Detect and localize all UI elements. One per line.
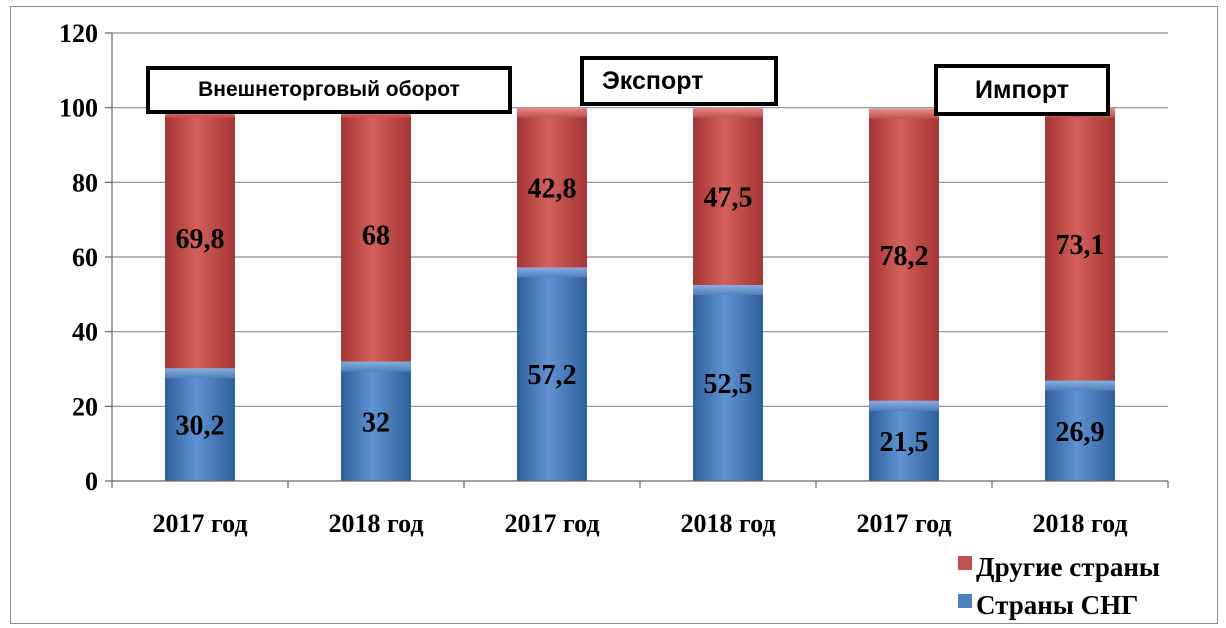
y-tick-label: 100	[59, 94, 98, 123]
x-category-label: 2017 год	[856, 509, 951, 538]
bar-cis	[517, 267, 587, 481]
bar-other-cap	[869, 108, 939, 119]
bars	[165, 107, 1115, 481]
bar-cis	[693, 285, 763, 481]
y-tick-label: 80	[72, 168, 98, 197]
bar-other-cap	[693, 107, 763, 118]
legend-label: Другие страны	[976, 552, 1160, 582]
bar-cis	[869, 400, 939, 481]
bar-cis-cap	[341, 361, 411, 372]
data-label: 69,8	[176, 224, 225, 255]
bar-cis-cap	[1045, 380, 1115, 391]
data-label: 32	[362, 407, 390, 438]
x-category-label: 2018 год	[680, 509, 775, 538]
data-label: 73,1	[1056, 230, 1105, 261]
y-tick-label: 40	[72, 318, 98, 347]
bar-other	[693, 107, 763, 286]
data-label: 42,8	[528, 174, 577, 205]
data-label: 30,2	[176, 411, 225, 442]
bar-cis	[165, 368, 235, 481]
bar-other	[517, 107, 587, 268]
legend-label: Страны СНГ	[976, 590, 1138, 620]
group-label-import: Импорт	[934, 64, 1110, 116]
bar-cis-cap	[869, 400, 939, 411]
bar-cis-cap	[165, 368, 235, 379]
data-label: 26,9	[1056, 417, 1105, 448]
data-labels: 30,2 69,8 32 68 57,2 42,8 52,5 47,5 21,5 78,2 26,9…	[176, 174, 1105, 458]
group-label-turnover: Внешнеторговый оборот	[146, 66, 512, 114]
x-category-label: 2018 год	[328, 509, 423, 538]
data-label: 57,2	[528, 360, 577, 391]
bar-cis	[341, 361, 411, 481]
y-tick-label: 20	[72, 392, 98, 421]
legend: Другие страны Страны СНГ	[958, 552, 1160, 620]
data-label: 68	[362, 221, 390, 252]
x-category-label: 2017 год	[152, 509, 247, 538]
group-label-export: Экспорт	[580, 56, 778, 106]
y-tick-label: 0	[85, 467, 98, 496]
legend-swatch	[958, 594, 972, 608]
data-label: 52,5	[704, 369, 753, 400]
bar-other	[1045, 107, 1115, 381]
y-tick-label: 60	[72, 243, 98, 272]
axes: 0 20 40 60 80 100 120 2017 год 2018 год 2017 год 2…	[59, 19, 1169, 538]
bar-other-cap	[517, 107, 587, 118]
data-label: 78,2	[880, 241, 929, 272]
x-category-label: 2017 год	[504, 509, 599, 538]
bar-cis	[1045, 380, 1115, 481]
legend-swatch	[958, 556, 972, 570]
y-tick-label: 120	[59, 19, 98, 48]
bar-other	[165, 107, 235, 369]
bar-other	[341, 107, 411, 362]
bar-other	[869, 108, 939, 401]
bar-cis-cap	[693, 285, 763, 295]
x-category-label: 2018 год	[1032, 509, 1127, 538]
bar-cis-cap	[517, 267, 587, 278]
data-label: 21,5	[880, 427, 929, 458]
data-label: 47,5	[704, 182, 753, 213]
